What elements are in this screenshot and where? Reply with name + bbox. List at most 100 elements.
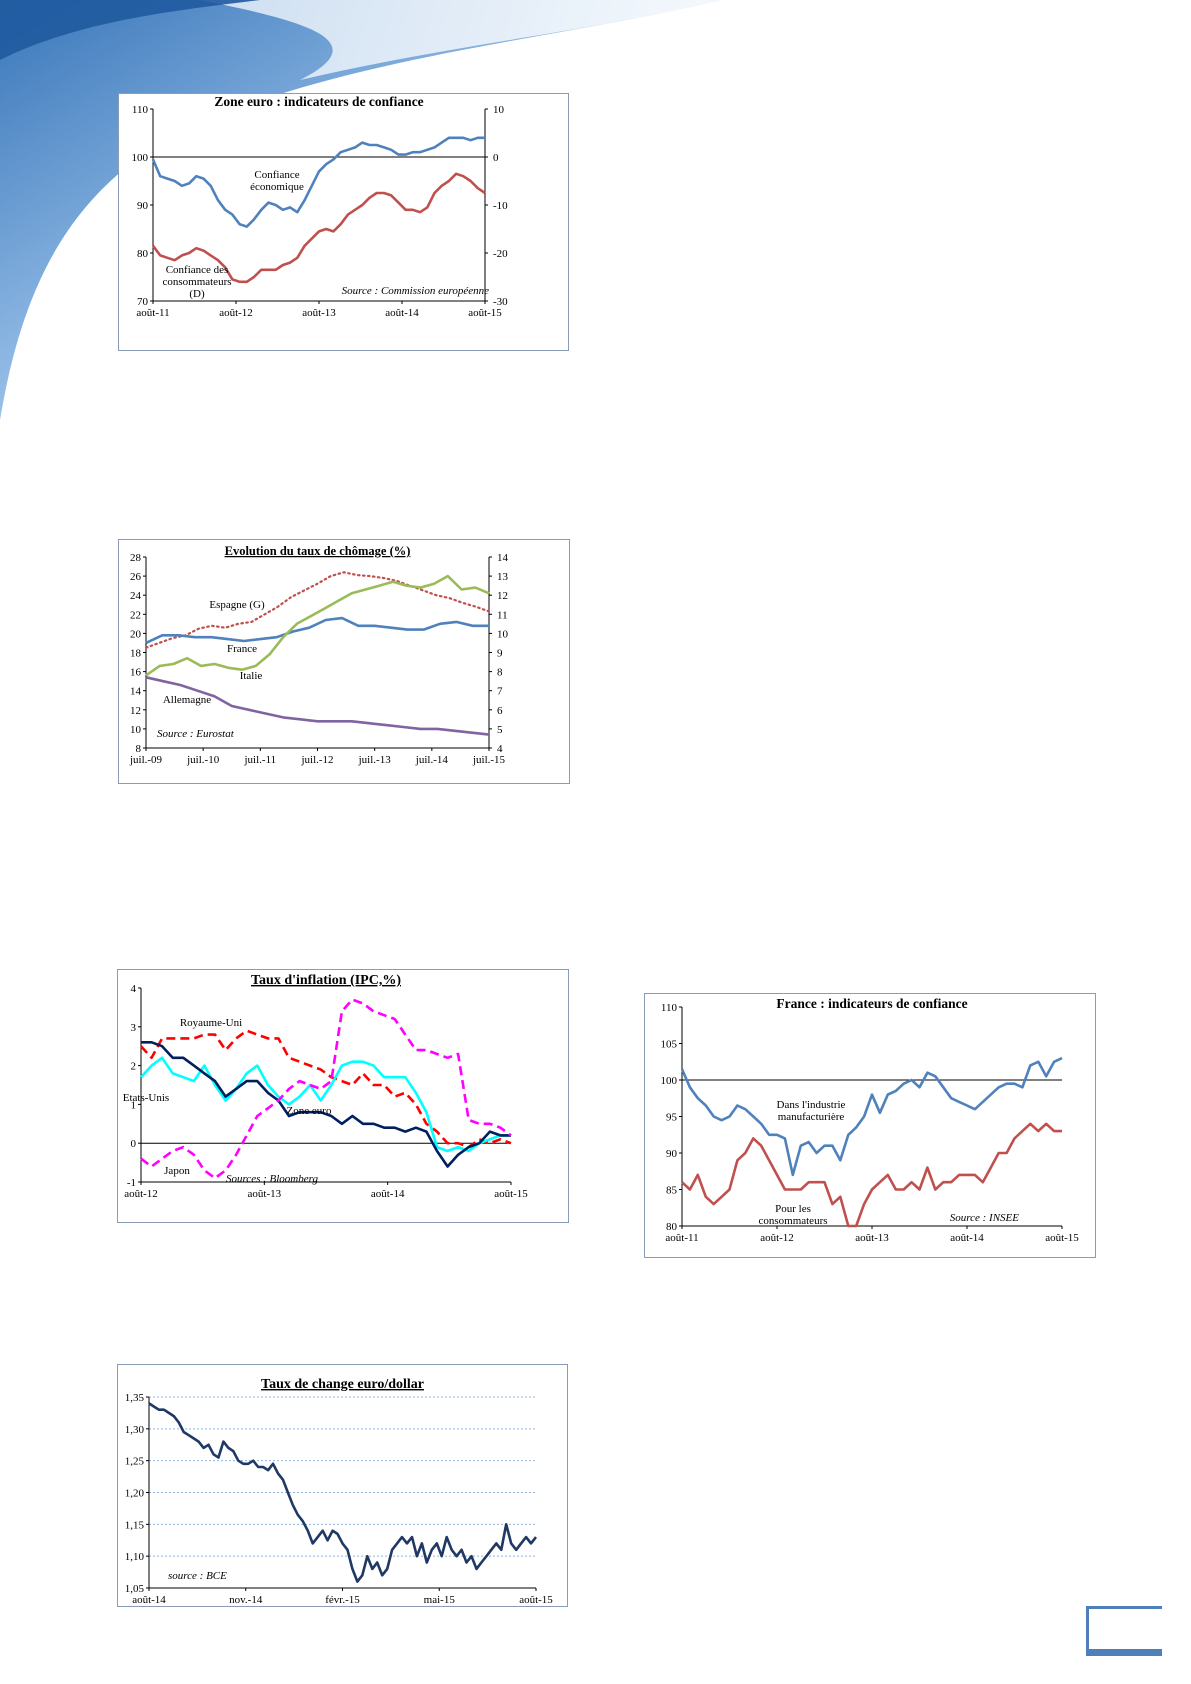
taux-chomage-series-label: Allemagne bbox=[163, 694, 211, 706]
chart-taux-change: Taux de change euro/dollar 1,05 1,10 1,15 1,… bbox=[117, 1364, 568, 1607]
france-confiance-y-tick-label: 100 bbox=[661, 1075, 678, 1087]
taux-chomage-x-tick-label: juil.-14 bbox=[415, 754, 449, 766]
chart-taux-inflation: Taux d'inflation (IPC,%) -1 0 1 2 3 4 août-12 ao… bbox=[117, 969, 569, 1223]
france-confiance-x-tick-label: août-15 bbox=[1045, 1232, 1079, 1244]
zone-euro-confiance-y-tick-label: 80 bbox=[137, 248, 149, 260]
page-corner-top-bar bbox=[1086, 1606, 1162, 1609]
taux-chomage-series-label: Italie bbox=[240, 670, 263, 682]
chart-taux-inflation-svg: Taux d'inflation (IPC,%) -1 0 1 2 3 4 août-12 ao… bbox=[123, 973, 529, 1200]
taux-change-x-tick-label: nov.-14 bbox=[229, 1594, 263, 1606]
france-confiance-series-label: manufacturière bbox=[778, 1111, 845, 1123]
zone-euro-confiance-x-tick-label: août-12 bbox=[219, 307, 253, 319]
taux-chomage-y-tick-label: 12 bbox=[130, 705, 141, 717]
zone-euro-confiance-source: Source : Commission européenne bbox=[342, 285, 489, 297]
france-confiance-title: France : indicateurs de confiance bbox=[776, 996, 967, 1011]
taux-chomage-y-tick-label: 24 bbox=[130, 590, 142, 602]
page-corner-left-bar bbox=[1086, 1606, 1089, 1656]
taux-chomage-source: Source : Eurostat bbox=[157, 728, 235, 740]
taux-change-y-tick-label: 1,25 bbox=[125, 1456, 145, 1468]
taux-chomage-y-tick-label: 8 bbox=[136, 743, 142, 755]
zone-euro-confiance-x-tick-label: août-15 bbox=[468, 307, 502, 319]
taux-change-y-tick-label: 1,10 bbox=[125, 1551, 145, 1563]
taux-chomage-y-right-tick-label: 7 bbox=[497, 686, 503, 698]
taux-chomage-y-right-tick-label: 12 bbox=[497, 590, 508, 602]
zone-euro-confiance-x-tick-label: août-14 bbox=[385, 307, 419, 319]
france-confiance-x-tick-label: août-13 bbox=[855, 1232, 889, 1244]
taux-change-x-tick-label: févr.-15 bbox=[325, 1594, 360, 1606]
france-confiance-y-tick-label: 105 bbox=[661, 1039, 678, 1051]
chart-france-confiance-svg: France : indicateurs de confiance 80 85 90 9… bbox=[661, 996, 1080, 1244]
taux-chomage-x-tick-label: juil.-13 bbox=[358, 754, 392, 766]
zone-euro-confiance-series-label: consommateurs bbox=[162, 276, 231, 288]
france-confiance-x-tick-label: août-14 bbox=[950, 1232, 984, 1244]
chart-zone-euro-confiance-svg: Zone euro : indicateurs de confiance 70 80… bbox=[132, 94, 509, 319]
taux-chomage-y-right-tick-label: 6 bbox=[497, 705, 503, 717]
taux-chomage-y-tick-label: 14 bbox=[130, 686, 142, 698]
france-confiance-series-label: consommateurs bbox=[758, 1215, 827, 1227]
taux-chomage-series-label: Espagne (G) bbox=[209, 599, 265, 611]
france-confiance-series-label: Dans l'industrie bbox=[777, 1099, 846, 1111]
taux-chomage-y-right-tick-label: 11 bbox=[497, 609, 508, 621]
chart-taux-chomage-svg: Evolution du taux de chômage (%) 8 10 12 14 1… bbox=[129, 544, 509, 766]
taux-change-y-tick-label: 1,30 bbox=[125, 1424, 145, 1436]
taux-chomage-y-tick-label: 22 bbox=[130, 609, 141, 621]
taux-chomage-y-tick-label: 10 bbox=[130, 724, 142, 736]
taux-inflation-series-label: Zone euro bbox=[287, 1105, 332, 1117]
taux-change-x-tick-label: mai-15 bbox=[424, 1594, 456, 1606]
zone-euro-confiance-series-label: (D) bbox=[189, 288, 205, 300]
taux-chomage-y-tick-label: 18 bbox=[130, 648, 142, 660]
taux-inflation-x-tick-label: août-13 bbox=[248, 1188, 282, 1200]
chart-taux-chomage: Evolution du taux de chômage (%) 8 10 12 14 1… bbox=[118, 539, 570, 784]
taux-chomage-y-right-tick-label: 14 bbox=[497, 552, 509, 564]
taux-inflation-y-tick-label: 1 bbox=[131, 1099, 137, 1111]
taux-inflation-series-japon bbox=[140, 998, 512, 1180]
taux-change-x-tick-label: août-15 bbox=[519, 1594, 553, 1606]
taux-chomage-y-tick-label: 20 bbox=[130, 628, 142, 640]
taux-chomage-y-tick-label: 16 bbox=[130, 667, 142, 679]
taux-chomage-x-tick-label: juil.-11 bbox=[243, 754, 276, 766]
zone-euro-confiance-y-right-tick-label: -30 bbox=[493, 296, 508, 308]
taux-change-y-tick-label: 1,15 bbox=[125, 1519, 145, 1531]
zone-euro-confiance-y-tick-label: 100 bbox=[132, 152, 149, 164]
taux-inflation-series-etats-unis bbox=[140, 1056, 511, 1153]
zone-euro-confiance-y-right-tick-label: 10 bbox=[493, 104, 505, 116]
france-confiance-y-tick-label: 85 bbox=[666, 1185, 678, 1197]
taux-inflation-y-tick-label: 0 bbox=[131, 1138, 137, 1150]
zone-euro-confiance-series-label: économique bbox=[250, 181, 304, 193]
zone-euro-confiance-y-right-tick-label: 0 bbox=[493, 152, 499, 164]
taux-chomage-x-tick-label: juil.-15 bbox=[472, 754, 506, 766]
taux-chomage-y-tick-label: 26 bbox=[130, 571, 142, 583]
taux-change-x-tick-label: août-14 bbox=[132, 1594, 166, 1606]
taux-chomage-series-espagne-g bbox=[144, 571, 491, 649]
taux-chomage-x-tick-label: juil.-09 bbox=[129, 754, 163, 766]
france-confiance-y-tick-label: 110 bbox=[661, 1002, 678, 1014]
taux-chomage-y-right-tick-label: 13 bbox=[497, 571, 509, 583]
france-confiance-series-label: Pour les bbox=[775, 1203, 811, 1215]
taux-chomage-series-italie bbox=[145, 574, 490, 677]
taux-chomage-series-allemagne bbox=[145, 676, 490, 736]
taux-chomage-x-tick-label: juil.-10 bbox=[186, 754, 220, 766]
page-corner-bottom-bar bbox=[1086, 1649, 1162, 1656]
taux-chomage-series-france bbox=[145, 616, 489, 645]
taux-chomage-title: Evolution du taux de chômage (%) bbox=[225, 544, 411, 558]
taux-chomage-y-right-tick-label: 5 bbox=[497, 724, 503, 736]
taux-inflation-y-tick-label: 2 bbox=[131, 1061, 137, 1073]
taux-chomage-y-tick-label: 28 bbox=[130, 552, 142, 564]
taux-change-series-eur-usd bbox=[148, 1402, 538, 1583]
taux-chomage-x-tick-label: juil.-12 bbox=[300, 754, 333, 766]
france-confiance-y-tick-label: 80 bbox=[666, 1221, 678, 1233]
taux-chomage-y-right-tick-label: 9 bbox=[497, 648, 503, 660]
zone-euro-confiance-y-right-tick-label: -10 bbox=[493, 200, 508, 212]
taux-inflation-y-tick-label: 4 bbox=[131, 983, 137, 995]
taux-inflation-x-tick-label: août-15 bbox=[494, 1188, 528, 1200]
taux-inflation-source: Sources : Bloomberg bbox=[226, 1173, 319, 1185]
taux-inflation-series-label: Japon bbox=[164, 1165, 190, 1177]
zone-euro-confiance-y-right-tick-label: -20 bbox=[493, 248, 508, 260]
page-corner-marker bbox=[1086, 1606, 1162, 1656]
taux-chomage-series-label: France bbox=[227, 643, 257, 655]
france-confiance-y-tick-label: 90 bbox=[666, 1148, 678, 1160]
taux-chomage-y-right-tick-label: 10 bbox=[497, 628, 509, 640]
zone-euro-confiance-series-label: Confiance bbox=[254, 169, 299, 181]
chart-france-confiance: France : indicateurs de confiance 80 85 90 9… bbox=[644, 993, 1096, 1258]
france-confiance-x-tick-label: août-11 bbox=[665, 1232, 698, 1244]
